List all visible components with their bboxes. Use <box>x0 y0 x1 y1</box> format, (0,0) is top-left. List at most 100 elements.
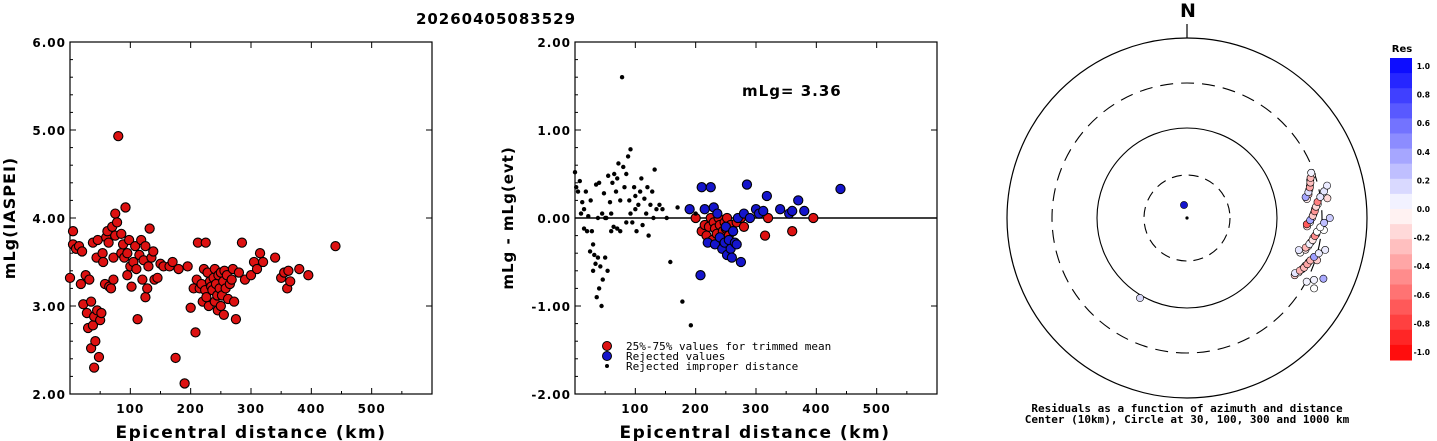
data-point <box>590 242 596 247</box>
legend-label-trimmed: 25%-75% values for trimmed mean <box>626 340 831 353</box>
y-tick-label: -1.00 <box>531 300 571 314</box>
station-marker <box>1321 245 1330 254</box>
data-point <box>588 198 593 203</box>
data-point <box>140 241 151 252</box>
data-point <box>651 215 656 221</box>
station-marker <box>1325 214 1334 222</box>
colorbar-tick-label: 0.8 <box>1417 91 1430 100</box>
data-point <box>605 268 610 273</box>
data-point <box>604 215 609 221</box>
colorbar-swatch <box>1390 193 1412 210</box>
data-point <box>600 277 605 282</box>
colorbar-swatch <box>1390 163 1412 180</box>
data-point <box>92 234 103 246</box>
station-marker <box>1320 218 1328 227</box>
data-point <box>615 176 620 181</box>
colorbar-swatch <box>1390 209 1412 225</box>
data-point <box>611 224 616 229</box>
data-point <box>664 215 669 221</box>
data-point <box>705 182 716 193</box>
data-point <box>228 296 240 307</box>
y-tick-label: 2.00 <box>537 36 571 50</box>
data-point <box>688 323 694 328</box>
data-point <box>122 270 133 281</box>
colorbar-tick-label: 0.6 <box>1417 119 1430 128</box>
axis-ticks-1: 100 200 300 400 500 2.00 3.00 4.00 5.00 6.00 <box>32 36 432 416</box>
colorbar-swatch <box>1390 103 1412 119</box>
y-axis-label-1: mLg(IASPEI) <box>0 157 19 279</box>
data-point <box>96 307 107 319</box>
data-point <box>283 265 294 276</box>
data-point <box>122 248 133 259</box>
legend-marker-rejected <box>602 351 612 361</box>
data-point <box>744 212 756 224</box>
x-axis-label-2: Epicentral distance (km) <box>620 423 891 441</box>
colorbar-swatches <box>1390 58 1412 361</box>
x-tick-label: 400 <box>802 402 830 416</box>
data-point <box>587 249 593 254</box>
data-point <box>116 228 127 239</box>
data-point <box>695 270 706 281</box>
data-point <box>646 233 651 238</box>
colorbar-tick-label: 1.0 <box>1417 62 1430 71</box>
data-point <box>598 264 603 269</box>
data-point <box>652 167 657 172</box>
data-point <box>257 256 269 268</box>
data-point <box>727 226 739 237</box>
data-point <box>758 205 769 217</box>
data-point <box>584 229 590 234</box>
north-label: N <box>1180 0 1196 22</box>
colorbar-tick-label: 0.0 <box>1417 205 1430 214</box>
data-point <box>170 352 181 364</box>
data-point <box>605 173 611 178</box>
data-point <box>637 189 643 194</box>
panel-magnitude: 100 200 300 400 500 2.00 3.00 4.00 5.00 6.00 Epic… <box>0 36 433 441</box>
station-marker <box>1302 277 1311 286</box>
data-point <box>684 204 695 215</box>
x-tick-label: 400 <box>297 402 325 416</box>
data-point <box>233 267 245 278</box>
data-point <box>627 198 632 203</box>
colorbar-swatch <box>1390 299 1412 316</box>
y-tick-label: 6.00 <box>32 36 66 50</box>
data-point <box>624 171 629 177</box>
station-marker <box>1323 194 1332 203</box>
data-point <box>612 171 617 177</box>
data-point <box>622 185 627 190</box>
data-point <box>762 212 774 224</box>
data-point <box>586 214 591 219</box>
colorbar-ticks: 1.0 0.8 0.6 0.4 0.2 0.0 -0.2 -0.4 -0.6 -0.8 -1.0 <box>1414 62 1430 357</box>
colorbar-tick-label: -0.4 <box>1414 262 1430 271</box>
polar-caption-line2: Center (10km), Circle at 30, 100, 300 an… <box>1025 413 1350 426</box>
colorbar-swatch <box>1390 314 1412 331</box>
data-point <box>85 296 97 307</box>
y-tick-label: -2.00 <box>531 388 571 402</box>
data-point <box>179 378 190 389</box>
data-point <box>787 226 798 237</box>
data-point <box>599 211 605 216</box>
legend-marker-trimmed <box>602 341 612 351</box>
station-marker <box>1180 201 1188 209</box>
data-point <box>799 205 810 217</box>
data-point <box>595 255 601 260</box>
data-point <box>200 237 211 248</box>
plot-frame-1 <box>69 41 433 395</box>
data-point <box>152 272 163 283</box>
y-tick-label: 4.00 <box>32 212 66 226</box>
y-tick-label: 2.00 <box>32 388 66 402</box>
data-point <box>126 281 137 292</box>
data-point <box>595 215 601 221</box>
data-point <box>574 185 579 190</box>
data-point <box>269 252 281 263</box>
data-point <box>787 205 798 217</box>
data-point <box>254 248 266 259</box>
data-point <box>636 202 641 207</box>
data-point <box>182 261 193 272</box>
data-point <box>123 234 135 246</box>
colorbar-swatch <box>1390 224 1412 240</box>
colorbar-swatch <box>1390 58 1412 74</box>
data-point <box>245 270 257 281</box>
colorbar-tick-label: -1.0 <box>1414 348 1430 357</box>
data-points-2 <box>572 75 846 328</box>
station-marker <box>1310 284 1318 293</box>
